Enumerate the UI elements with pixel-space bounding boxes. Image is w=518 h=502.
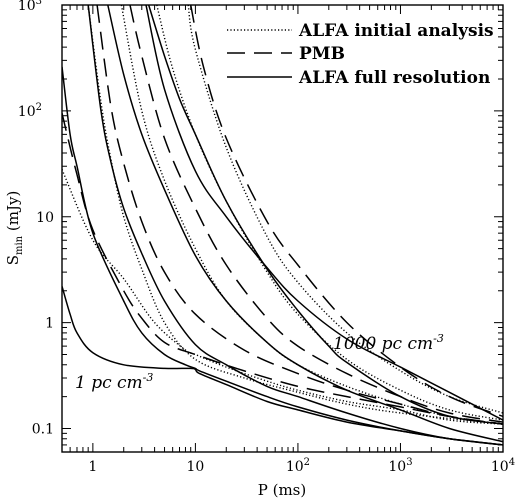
axis-tick-labels: 1 10 102 103 104 0.1 1 10 102 103: [18, 0, 515, 475]
y-axis-title: Smin (mJy): [4, 191, 25, 266]
x-tick-label-3: 103: [388, 457, 412, 475]
x-tick-label-2: 102: [286, 457, 310, 475]
series-line-solid-0: [62, 286, 503, 446]
annotation-1000-dm-sup: -3: [433, 332, 444, 345]
annotation-1000-dm: 1000 pc cm-3: [333, 332, 444, 354]
y-axis-title-subscript: min: [14, 235, 25, 255]
annotation-1-dm-text: 1 pc cm: [75, 373, 143, 393]
series-group: [62, 5, 503, 446]
x-tick-label-4: 104: [491, 457, 515, 475]
series-line-dashed-14: [189, 5, 503, 418]
y-tick-label-3: 102: [18, 102, 42, 120]
series-line-solid-4: [147, 5, 503, 425]
series-line-dotted-9: [156, 5, 503, 421]
series-line-dashed-12: [96, 5, 503, 425]
series-line-dotted-7: [87, 5, 503, 425]
y-axis-title-unit: (mJy): [4, 191, 22, 236]
annotation-1000-dm-text: 1000 pc cm: [333, 334, 433, 354]
x-tick-label-0: 1: [88, 459, 97, 475]
y-tick-label-1: 1: [45, 316, 54, 332]
legend-label-alfa-initial: ALFA initial analysis: [298, 21, 494, 41]
series-line-solid-5: [145, 5, 503, 421]
series-line-dashed-11: [62, 113, 503, 425]
series-line-solid-2: [87, 5, 503, 446]
legend: ALFA initial analysis PMB ALFA full reso…: [227, 21, 494, 88]
legend-label-pmb: PMB: [299, 44, 345, 64]
annotation-1-dm-sup: -3: [143, 371, 154, 384]
series-line-solid-3: [107, 5, 503, 443]
legend-label-alfa-full: ALFA full resolution: [298, 68, 490, 88]
y-axis-title-symbol: S: [4, 255, 22, 265]
x-axis-title: P (ms): [258, 481, 307, 499]
y-tick-label-2: 10: [36, 210, 54, 226]
axis-ticks: [61, 4, 504, 453]
annotation-1-dm: 1 pc cm-3: [75, 371, 153, 393]
series-line-dashed-13: [129, 5, 503, 423]
series-line-dotted-6: [62, 169, 503, 425]
y-tick-label-4: 103: [18, 0, 42, 14]
x-tick-label-1: 10: [186, 459, 204, 475]
y-tick-label-0: 0.1: [32, 422, 54, 438]
